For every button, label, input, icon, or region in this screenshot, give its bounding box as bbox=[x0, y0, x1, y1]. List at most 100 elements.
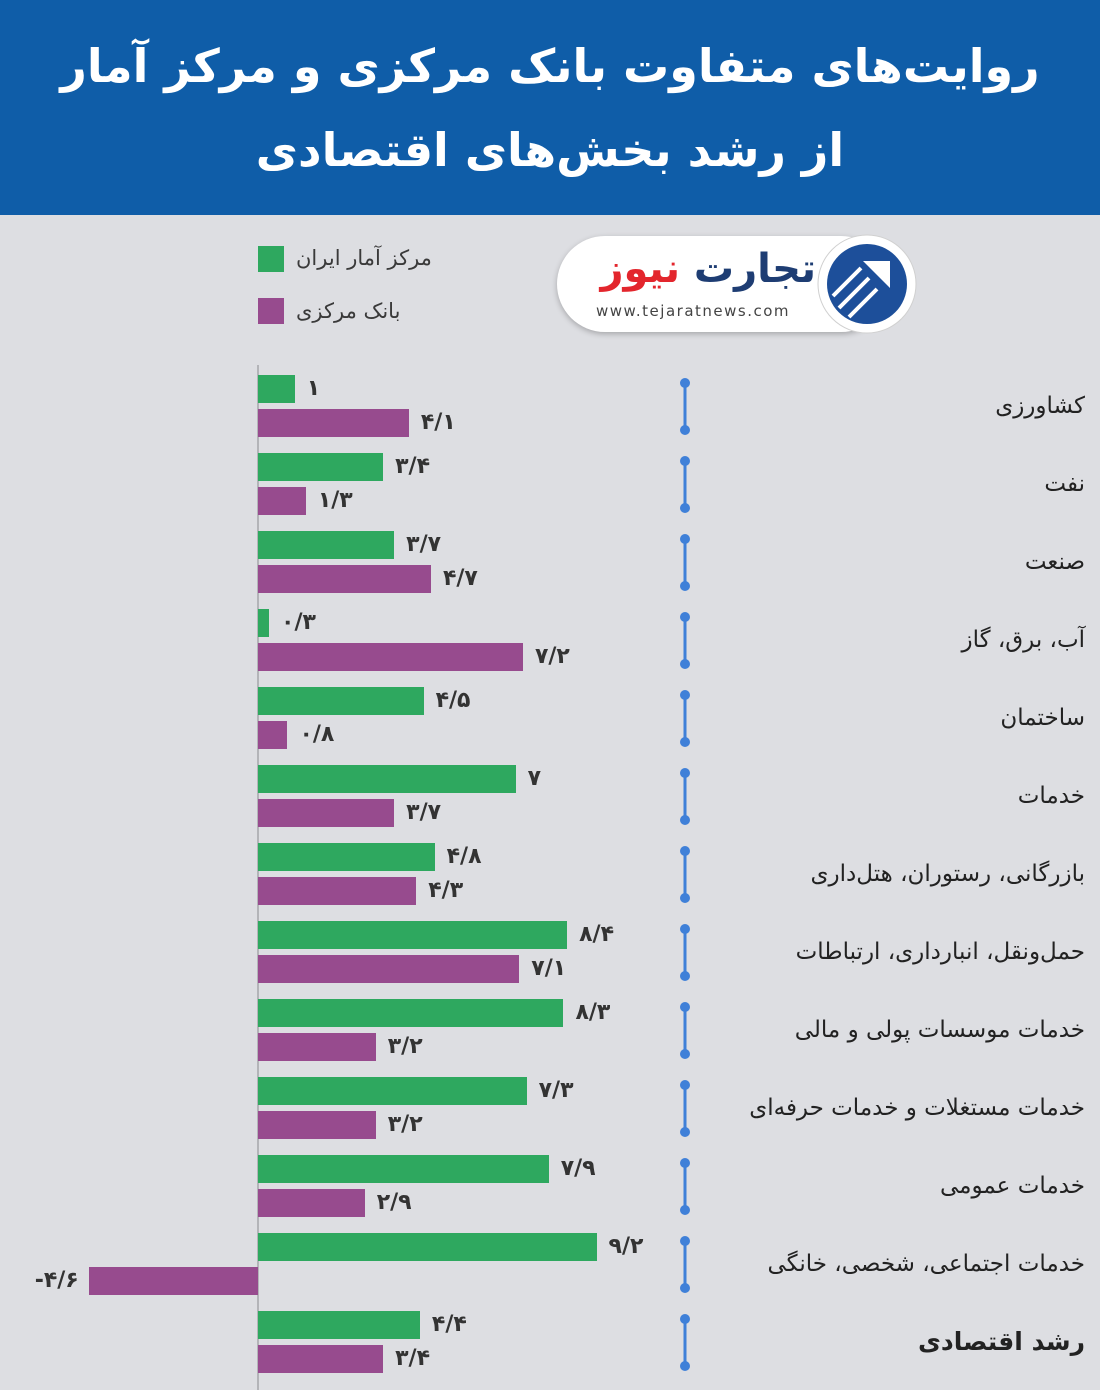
bracket-end-dot bbox=[680, 737, 690, 747]
statistics-center-bar bbox=[258, 1311, 420, 1339]
category-label-text: آب، برق، گاز bbox=[961, 627, 1085, 653]
category-row: خدمات اجتماعی، شخصی، خانگی ۹/۲ -۴/۶ bbox=[0, 1233, 1100, 1295]
central-bank-bar bbox=[258, 1111, 376, 1139]
logo-word-tejarat: تجارت bbox=[693, 246, 816, 292]
bracket-end-dot bbox=[680, 425, 690, 435]
bracket-end-dot bbox=[680, 659, 690, 669]
central-bank-value-label: ۷/۱ bbox=[531, 956, 567, 981]
bracket-end-dot bbox=[680, 378, 690, 388]
legend-swatch-central-bank bbox=[258, 298, 284, 324]
statistics-center-bar bbox=[258, 921, 568, 949]
logo-wordmark: تجارت نیوز bbox=[568, 240, 816, 298]
row-bracket-icon bbox=[680, 378, 690, 435]
statistics-center-value-label: ۳/۴ bbox=[395, 454, 430, 479]
category-row: حمل‌ونقل، انبارداری، ارتباطات ۸/۴ ۷/۱ bbox=[0, 921, 1100, 983]
row-bracket-icon bbox=[680, 1314, 690, 1371]
category-row: خدمات موسسات پولی و مالی ۸/۳ ۳/۲ bbox=[0, 999, 1100, 1061]
category-label: بازرگانی، رستوران، هتل‌داری bbox=[700, 843, 1085, 905]
central-bank-bar bbox=[258, 1033, 376, 1061]
statistics-center-bar bbox=[258, 687, 424, 715]
central-bank-bar bbox=[258, 409, 409, 437]
statistics-center-bar bbox=[258, 609, 270, 637]
statistics-center-bar bbox=[258, 765, 516, 793]
category-label: خدمات مستغلات و خدمات حرفه‌ای bbox=[700, 1077, 1085, 1139]
logo-website: www.tejaratnews.com bbox=[595, 302, 791, 320]
bracket-end-dot bbox=[680, 1127, 690, 1137]
logo-icon-stripe bbox=[831, 266, 863, 298]
bracket-end-dot bbox=[680, 1049, 690, 1059]
bracket-end-dot bbox=[680, 924, 690, 934]
bracket-end-dot bbox=[680, 893, 690, 903]
bracket-end-dot bbox=[680, 846, 690, 856]
category-row: رشد اقتصادی ۴/۴ ۳/۴ bbox=[0, 1311, 1100, 1373]
central-bank-value-label: ۳/۴ bbox=[395, 1346, 430, 1371]
central-bank-value-label: ۱/۳ bbox=[317, 488, 353, 513]
statistics-center-value-label: ۷/۳ bbox=[538, 1078, 574, 1103]
logo-icon-disc bbox=[827, 244, 907, 324]
title-line-1: روایت‌های متفاوت بانک مرکزی و مرکز آمار bbox=[0, 28, 1100, 104]
central-bank-bar bbox=[258, 877, 417, 905]
bracket-end-dot bbox=[680, 456, 690, 466]
central-bank-value-label: ۳/۷ bbox=[406, 800, 442, 825]
statistics-center-value-label: ۸/۴ bbox=[579, 922, 614, 947]
statistics-center-value-label: ۸/۳ bbox=[575, 1000, 611, 1025]
central-bank-value-label: -۴/۶ bbox=[34, 1268, 79, 1293]
row-bracket-icon bbox=[680, 534, 690, 591]
central-bank-bar bbox=[88, 1267, 258, 1295]
central-bank-bar bbox=[258, 721, 288, 749]
category-label: آب، برق، گاز bbox=[700, 609, 1085, 671]
category-row: نفت ۳/۴ ۱/۳ bbox=[0, 453, 1100, 515]
central-bank-bar bbox=[258, 799, 395, 827]
category-label-text: خدمات اجتماعی، شخصی، خانگی bbox=[767, 1251, 1085, 1277]
bracket-end-dot bbox=[680, 1080, 690, 1090]
row-bracket-icon bbox=[680, 690, 690, 747]
title-line-2: از رشد بخش‌های اقتصادی bbox=[0, 112, 1100, 188]
bracket-end-dot bbox=[680, 1314, 690, 1324]
logo-icon-stripe bbox=[837, 276, 871, 310]
category-label: صنعت bbox=[700, 531, 1085, 593]
category-label: ساختمان bbox=[700, 687, 1085, 749]
category-label-text: صنعت bbox=[1024, 549, 1085, 575]
bracket-end-dot bbox=[680, 612, 690, 622]
row-bracket-icon bbox=[680, 846, 690, 903]
logo-wordmark-inner: تجارت نیوز bbox=[601, 246, 816, 292]
category-row: خدمات مستغلات و خدمات حرفه‌ای ۷/۳ ۳/۲ bbox=[0, 1077, 1100, 1139]
legend-label-central-bank: بانک مرکزی bbox=[296, 299, 401, 323]
chart-area: کشاورزی ۱ ۴/۱ نفت ۳/۴ ۱/۳ صنعت ۳/۷ ۴/۷ آب، برق، گ… bbox=[0, 350, 1100, 1390]
central-bank-value-label: ۴/۳ bbox=[428, 878, 464, 903]
category-label-text: حمل‌ونقل، انبارداری، ارتباطات bbox=[795, 939, 1085, 965]
logo-word-news: نیوز bbox=[600, 246, 680, 292]
statistics-center-value-label: ۰/۳ bbox=[281, 610, 316, 635]
header-banner: روایت‌های متفاوت بانک مرکزی و مرکز آمار … bbox=[0, 0, 1100, 215]
category-label-text: نفت bbox=[1044, 471, 1085, 497]
logo-icon-arrowhead bbox=[863, 261, 890, 288]
row-bracket-icon bbox=[680, 612, 690, 669]
category-label-text: خدمات موسسات پولی و مالی bbox=[794, 1017, 1085, 1043]
statistics-center-bar bbox=[258, 453, 384, 481]
tejarat-arrow-logo-icon bbox=[817, 234, 917, 334]
central-bank-bar bbox=[258, 955, 520, 983]
bracket-end-dot bbox=[680, 1283, 690, 1293]
category-row: خدمات ۷ ۳/۷ bbox=[0, 765, 1100, 827]
row-bracket-icon bbox=[680, 768, 690, 825]
statistics-center-value-label: ۴/۵ bbox=[435, 688, 471, 713]
category-label-text: رشد اقتصادی bbox=[917, 1327, 1085, 1356]
bracket-end-dot bbox=[680, 1158, 690, 1168]
statistics-center-value-label: ۴/۸ bbox=[446, 844, 482, 869]
row-bracket-icon bbox=[680, 1002, 690, 1059]
category-label-text: خدمات bbox=[1017, 783, 1085, 809]
logo-icon-stripe bbox=[847, 287, 879, 319]
category-label-text: کشاورزی bbox=[995, 393, 1085, 419]
category-row: آب، برق، گاز ۰/۳ ۷/۲ bbox=[0, 609, 1100, 671]
category-row: ساختمان ۴/۵ ۰/۸ bbox=[0, 687, 1100, 749]
title-text-1: روایت‌های متفاوت بانک مرکزی و مرکز آمار bbox=[60, 39, 1040, 93]
category-label: کشاورزی bbox=[700, 375, 1085, 437]
category-label: رشد اقتصادی bbox=[700, 1311, 1085, 1373]
statistics-center-value-label: ۴/۴ bbox=[431, 1312, 467, 1337]
statistics-center-value-label: ۱ bbox=[306, 376, 321, 401]
bracket-end-dot bbox=[680, 534, 690, 544]
central-bank-bar bbox=[258, 1189, 365, 1217]
legend-swatch-statistics-center bbox=[258, 246, 284, 272]
statistics-center-value-label: ۳/۷ bbox=[406, 532, 442, 557]
bracket-end-dot bbox=[680, 581, 690, 591]
